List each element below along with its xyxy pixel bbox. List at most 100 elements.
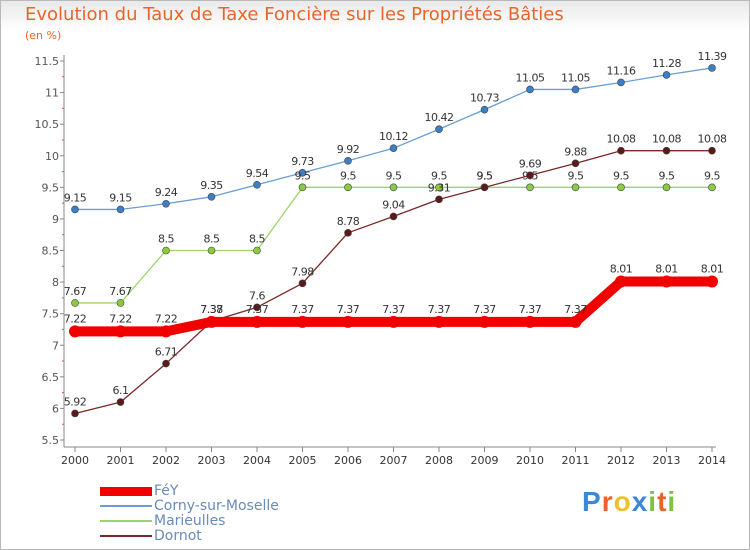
data-label: 10.12 [379,130,408,143]
data-label: 11.16 [607,64,636,77]
data-point [344,183,352,192]
legend-swatch [100,520,152,522]
data-point [162,246,170,255]
data-point [389,183,398,192]
data-point [71,299,79,307]
data-point [435,125,443,134]
data-point [389,212,398,221]
data-label: 9.5 [477,169,493,182]
data-label: 11.05 [516,71,545,84]
legend-label: Dornot [154,528,202,544]
data-point [116,398,125,406]
data-label: 9.5 [568,169,584,182]
data-point [708,183,716,192]
data-label: 7.22 [155,312,178,325]
data-label: 9.04 [382,198,405,211]
data-point [160,325,172,338]
y-tick-label: 6.5 [42,371,60,384]
x-tick-label: 2004 [243,454,271,467]
data-label: 9.5 [295,169,311,182]
data-label: 7.38 [200,303,223,316]
data-point [205,315,218,328]
unit-label: (en %) [25,29,62,42]
data-label: 9.15 [109,191,132,204]
data-point [71,409,79,418]
x-tick-label: 2011 [562,454,590,467]
data-point [571,85,580,94]
data-label: 11.39 [698,50,727,63]
data-point [207,246,216,255]
y-tick-label: 6 [52,402,59,415]
data-point [571,183,580,192]
data-point [480,105,489,114]
data-label: 9.15 [64,191,87,204]
data-label: 7.37 [473,303,496,316]
data-point [617,78,625,87]
data-label: 7.22 [64,312,87,325]
y-tick-label: 9.5 [42,181,60,194]
data-label: 11.05 [561,71,590,84]
chart-title: Evolution du Taux de Taxe Foncière sur l… [25,4,564,25]
data-point [708,64,716,72]
data-point [660,275,673,288]
data-label: 8.01 [655,262,678,275]
data-point [662,183,671,192]
data-label: 8.01 [610,262,633,275]
y-tick-label: 9 [52,213,59,226]
x-tick-label: 2003 [198,454,226,467]
data-point [708,146,716,155]
data-point [433,315,445,328]
legend-swatch [100,486,152,496]
data-point [207,193,216,201]
data-point [389,144,398,152]
data-label: 8.5 [249,233,265,246]
data-label: 9.31 [428,181,451,194]
data-point [387,315,400,328]
data-point [662,71,671,79]
data-point [344,229,352,237]
data-label: 7.37 [200,303,223,316]
legend-label: Marieulles [154,513,226,529]
data-point [116,205,125,214]
data-label: 9.35 [200,179,223,192]
data-label: 7.37 [337,303,360,316]
x-tick-label: 2008 [425,454,453,467]
data-point [435,195,443,204]
x-tick-label: 2012 [607,454,635,467]
data-point [480,183,489,192]
data-point [298,169,307,177]
data-label: 6.71 [155,346,178,359]
data-point [526,85,534,94]
data-label: 7.37 [519,303,542,316]
data-label: 9.5 [659,169,675,182]
data-label: 7.6 [249,289,265,302]
data-point [251,315,263,328]
data-point [571,159,580,168]
data-point [524,315,536,328]
x-tick-label: 2013 [653,454,681,467]
data-label: 8.01 [701,262,724,275]
data-point [706,275,718,288]
x-tick-label: 2007 [380,454,408,467]
y-tick-label: 7 [52,339,59,352]
data-point [162,359,170,368]
data-label: 9.5 [386,169,402,182]
legend-swatch [100,535,152,537]
proxiti-logo: Proxiti [582,486,677,517]
data-label: 7.67 [109,285,132,298]
y-tick-label: 10 [45,150,59,163]
x-tick-label: 2002 [152,454,180,467]
x-tick-label: 2005 [289,454,317,467]
data-label: 11.28 [652,57,681,70]
data-point [116,299,125,307]
data-point [617,183,625,192]
data-point [253,303,261,312]
y-tick-label: 8.5 [42,245,60,258]
y-tick-label: 10.5 [35,118,60,131]
data-label: 9.92 [337,143,360,156]
data-label: 9.24 [155,186,178,199]
data-point [253,181,261,189]
data-label: 9.54 [246,167,269,180]
data-point [344,157,352,165]
